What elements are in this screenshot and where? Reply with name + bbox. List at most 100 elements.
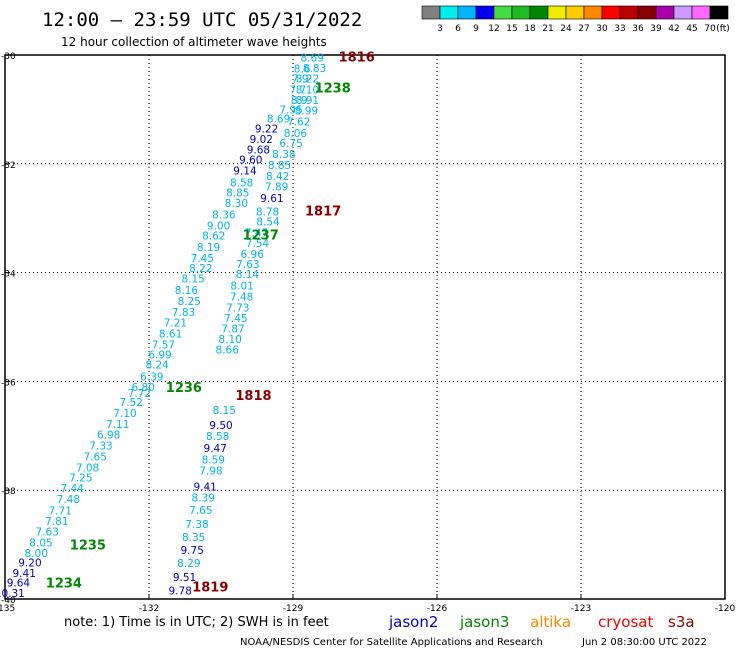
swh-value: 9.14 xyxy=(233,165,257,177)
swh-value: 7.87 xyxy=(221,324,244,336)
colorbar-label: 12 xyxy=(488,24,499,34)
pass-time-label: 1819 xyxy=(192,580,228,595)
swh-value: 7.95 xyxy=(279,104,302,116)
y-tick-label: -36 xyxy=(1,378,16,388)
swh-value: 8.9 xyxy=(291,95,308,107)
swh-value: 8.25 xyxy=(178,296,201,308)
colorbar-label: 9 xyxy=(473,24,479,34)
pass-1235: 7.527.107.116.987.337.657.087.257.447.48… xyxy=(0,397,143,600)
colorbar-swatch xyxy=(691,5,711,20)
swh-value: 8.6 xyxy=(294,64,311,76)
swh-value: 7.52 xyxy=(120,397,143,409)
colorbar-label: 39 xyxy=(650,24,662,34)
colorbar-swatch xyxy=(493,5,513,20)
legend-cryosat: cryosat xyxy=(598,613,653,631)
swh-value: 7.81 xyxy=(45,516,68,528)
footer-credit: NOAA/NESDIS Center for Satellite Applica… xyxy=(240,637,543,648)
pass-1237: 8.698.67.97.78.97.958.699.229.029.689.60… xyxy=(128,53,324,400)
chart-subtitle: 12 hour collection of altimeter wave hei… xyxy=(61,35,327,49)
swh-value: 8.91 xyxy=(296,95,319,107)
swh-value: 8.22 xyxy=(189,263,212,275)
swh-value: 6.80 xyxy=(132,382,155,394)
footer-timestamp: Jun 2 08:30:00 UTC 2022 xyxy=(581,637,707,648)
swh-value: 7.63 xyxy=(36,527,59,539)
swh-value: 6.98 xyxy=(97,430,120,442)
swh-value: 8.66 xyxy=(216,344,240,356)
pass-time-label: 1235 xyxy=(70,539,106,554)
colorbar-swatch xyxy=(619,5,639,20)
swh-value: 8.06 xyxy=(284,128,308,140)
swh-value: 7.38 xyxy=(185,519,208,531)
colorbar-label: 30 xyxy=(596,24,608,34)
swh-value: 7.65 xyxy=(84,451,107,463)
swh-value: 8.15 xyxy=(213,405,236,417)
colorbar-swatch xyxy=(457,5,477,20)
swh-value: 9.60 xyxy=(239,154,262,166)
swh-value: 7.08 xyxy=(76,462,99,474)
colorbar-label: 42 xyxy=(668,24,679,34)
colorbar-swatch xyxy=(475,5,495,20)
swh-value: 7.83 xyxy=(172,307,195,319)
colorbar-swatch xyxy=(655,5,675,20)
swh-value: 7.11 xyxy=(106,419,129,431)
swh-value: 9.41 xyxy=(193,481,216,493)
swh-value: 8.42 xyxy=(266,171,289,183)
colorbar-swatch xyxy=(511,5,531,20)
x-tick-label: -126 xyxy=(427,604,448,614)
time-labels: 1816 1238 1817 1237 1236 1818 1235 1234 1819 xyxy=(46,51,375,596)
y-tick-label: -38 xyxy=(1,487,16,497)
swh-value: 9.78 xyxy=(169,585,192,597)
swh-value: 8.14 xyxy=(236,269,260,281)
colorbar-swatch xyxy=(709,5,729,20)
colorbar-swatch xyxy=(583,5,603,20)
colorbar-swatch xyxy=(673,5,693,20)
swh-value: 8.29 xyxy=(177,558,200,570)
swh-value: 7.44 xyxy=(61,483,85,495)
swh-value: 7.62 xyxy=(287,116,310,128)
pass-time-label: 1237 xyxy=(243,229,279,244)
swh-value: 8.10 xyxy=(218,334,241,346)
colorbar-swatch xyxy=(637,5,657,20)
swh-value: 8.69 xyxy=(301,53,324,65)
legend-jason3: jason3 xyxy=(459,613,509,631)
swh-value: 8.78 xyxy=(256,207,279,219)
x-axis-ticks: -135 -132 -129 -126 -123 -120 xyxy=(0,594,735,614)
swh-value: 7.72 xyxy=(128,388,151,400)
swh-value: 8.10 xyxy=(296,84,319,96)
plot-border xyxy=(4,54,726,600)
swh-value: 9.02 xyxy=(250,134,273,146)
colorbar-label: 15 xyxy=(506,24,517,34)
swh-value: 7.63 xyxy=(236,259,259,271)
legend: jason2 jason3 altika cryosat s3a xyxy=(388,613,695,631)
swh-value: 8.30 xyxy=(225,198,248,210)
swh-value: 8.24 xyxy=(145,360,169,372)
swh-value: 8.62 xyxy=(202,231,225,243)
swh-value: 7.47 xyxy=(245,227,268,239)
legend-s3a: s3a xyxy=(668,613,695,631)
swh-value: 8.38 xyxy=(272,149,295,161)
swh-value: 8.39 xyxy=(192,492,215,504)
track-values: 8.698.67.97.78.97.958.699.229.029.689.60… xyxy=(0,53,326,600)
swh-value: 10.31 xyxy=(0,588,25,600)
swh-value: 7.73 xyxy=(226,302,249,314)
colorbar-swatch xyxy=(421,5,441,20)
swh-value: 8.00 xyxy=(25,548,48,560)
x-tick-label: -132 xyxy=(139,604,159,614)
swh-value: 9.22 xyxy=(255,123,278,135)
swh-value: 7.21 xyxy=(164,318,187,330)
x-tick-label: -120 xyxy=(715,604,736,614)
swh-value: 7.45 xyxy=(224,313,247,325)
colorbar-label: 3 xyxy=(437,24,443,34)
swh-value: 8.36 xyxy=(212,209,236,221)
swh-value: 9.41 xyxy=(13,568,36,580)
swh-value: 8.58 xyxy=(230,177,253,189)
swh-value: 9.75 xyxy=(181,545,204,557)
colorbar-label: 21 xyxy=(542,24,553,34)
swh-value: 8.85 xyxy=(226,188,249,200)
colorbar-label: 45 xyxy=(686,24,697,34)
pass-time-label: 1817 xyxy=(305,205,341,220)
colorbar-label: 27 xyxy=(578,24,589,34)
swh-value: 8.99 xyxy=(295,105,318,117)
pass-1819: 8.15 9.508.589.478.597.98 9.418.397.65 7.38… xyxy=(169,405,237,597)
